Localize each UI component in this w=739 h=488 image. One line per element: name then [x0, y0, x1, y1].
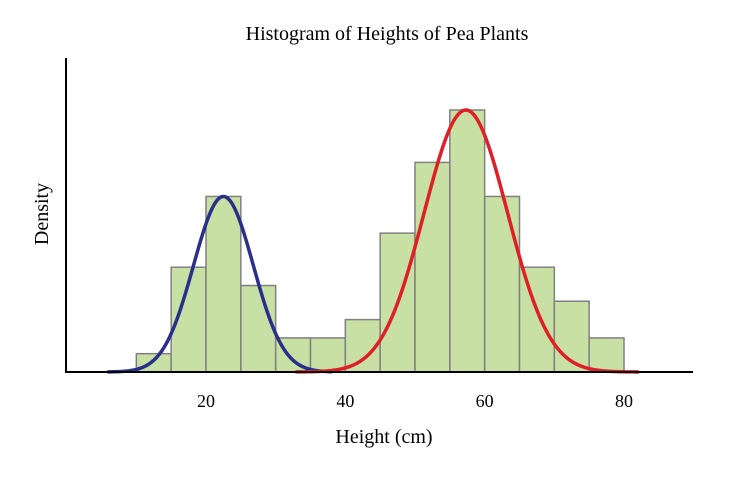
y-axis-label: Density	[31, 183, 53, 245]
histogram-bar	[309, 337, 347, 373]
x-axis-label: Height (cm)	[335, 426, 432, 448]
histogram-bar	[449, 109, 486, 373]
histogram-bar	[483, 195, 521, 373]
histogram-bar	[518, 266, 556, 373]
histogram-bar	[414, 161, 451, 373]
histogram-bar	[588, 337, 625, 373]
normal-curve-left	[106, 194, 334, 374]
x-tick-labels: 20 40 60 80	[197, 391, 633, 411]
histogram-bar	[205, 195, 242, 373]
x-tick-label: 40	[336, 391, 354, 411]
x-tick-label: 60	[476, 391, 494, 411]
normal-curve-right	[294, 108, 640, 374]
bars-group	[135, 109, 625, 373]
x-tick-label: 20	[197, 391, 215, 411]
curves-group	[106, 108, 640, 374]
histogram-bar	[240, 284, 277, 373]
chart-title: Histogram of Heights of Pea Plants	[246, 23, 529, 45]
x-tick-label: 80	[615, 391, 633, 411]
